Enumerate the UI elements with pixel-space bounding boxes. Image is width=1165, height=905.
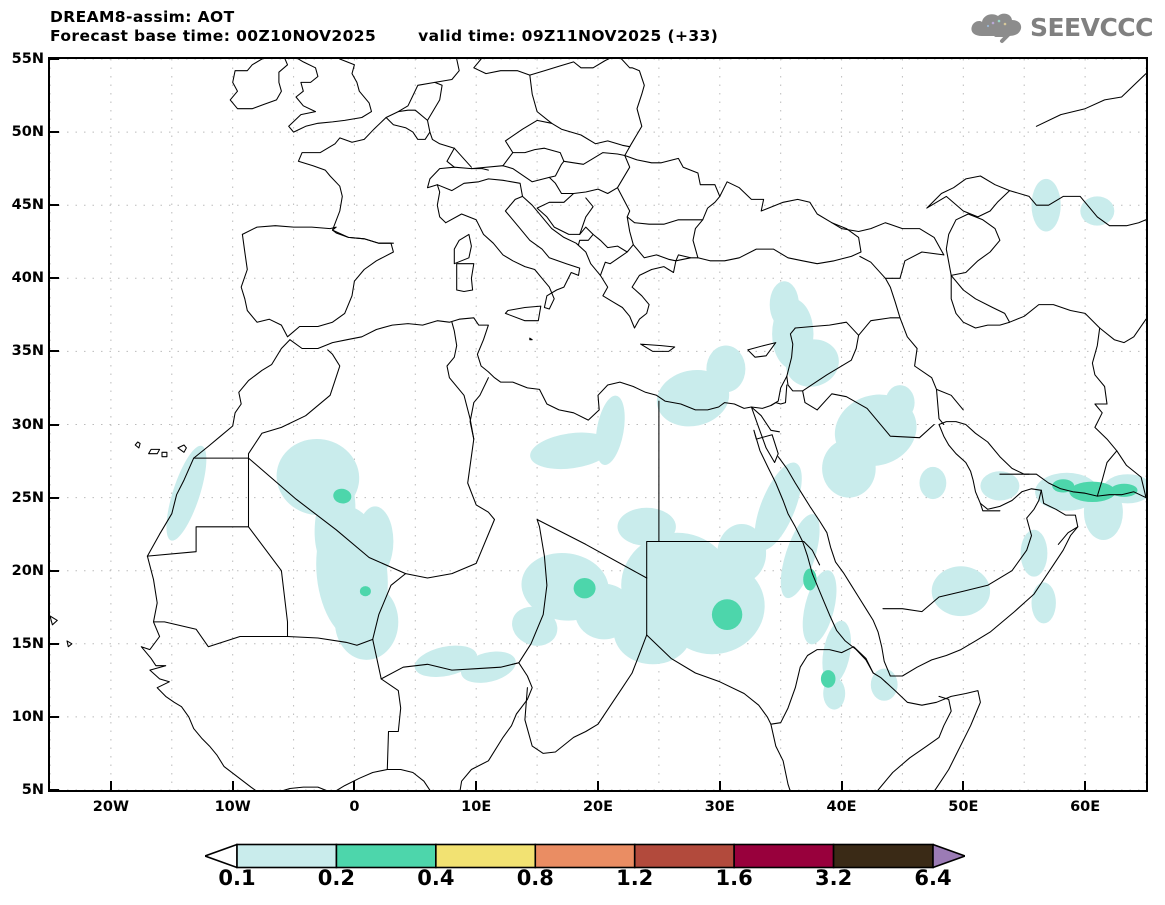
x-axis-label: 10W xyxy=(214,799,251,815)
y-axis-label: 40N xyxy=(11,270,44,287)
geography-layer xyxy=(50,59,1146,790)
x-tick xyxy=(353,781,356,790)
y-axis-label: 5N xyxy=(21,782,44,798)
x-tick xyxy=(475,781,478,790)
model-title: DREAM8-assim: AOT xyxy=(50,8,235,26)
y-axis-label: 30N xyxy=(11,416,44,433)
y-tick xyxy=(50,642,59,645)
chart-header: DREAM8-assim: AOT Forecast base time: 00… xyxy=(50,8,950,46)
y-tick xyxy=(50,58,59,60)
y-tick xyxy=(50,131,59,134)
valid-time-label: valid time: 09Z11NOV2025 (+33) xyxy=(418,27,719,45)
y-axis-label: 10N xyxy=(11,708,44,725)
y-axis-label: 55N xyxy=(11,51,44,67)
time-title-row: Forecast base time: 00Z10NOV2025 valid t… xyxy=(50,27,950,46)
colorbar-label: 0.1 xyxy=(218,866,256,890)
x-axis-label: 20W xyxy=(92,799,129,815)
x-axis-label: 10E xyxy=(461,799,492,815)
colorbar-label: 1.2 xyxy=(616,866,654,890)
x-tick xyxy=(962,781,965,790)
y-axis-label: 50N xyxy=(11,124,44,141)
x-tick xyxy=(231,781,234,790)
x-tick xyxy=(718,781,721,790)
logo-text: SEEVCCC xyxy=(1029,12,1154,42)
aot-contour-layer xyxy=(166,178,1146,710)
x-axis-label: 40E xyxy=(826,799,857,815)
x-axis-label: 60E xyxy=(1070,799,1101,815)
colorbar-swatches xyxy=(205,843,965,869)
x-tick xyxy=(109,781,112,790)
colorbar-label: 0.8 xyxy=(516,866,554,890)
colorbar-tick-labels: 0.1 0.2 0.4 0.8 1.2 1.6 3.2 6.4 xyxy=(205,866,965,896)
map-plot-area xyxy=(48,57,1148,792)
x-tick xyxy=(1084,781,1087,790)
colorbar-label: 6.4 xyxy=(914,866,952,890)
x-tick xyxy=(840,781,843,790)
y-tick xyxy=(50,423,59,426)
y-axis-label: 25N xyxy=(11,489,44,506)
map-canvas xyxy=(50,59,1146,790)
y-tick xyxy=(50,204,59,207)
y-tick xyxy=(50,789,59,791)
y-axis-label: 35N xyxy=(11,343,44,360)
colorbar-label: 3.2 xyxy=(814,866,853,890)
y-tick xyxy=(50,715,59,718)
seevccc-logo: SEEVCCC xyxy=(968,10,1154,44)
y-axis-label: 45N xyxy=(11,197,44,214)
cloud-icon xyxy=(971,13,1022,43)
x-tick xyxy=(597,781,599,790)
y-tick xyxy=(50,496,59,499)
y-tick xyxy=(50,350,59,353)
colorbar-label: 0.4 xyxy=(417,866,455,890)
y-tick xyxy=(50,569,59,572)
x-axis-label: 20E xyxy=(582,799,614,815)
y-tick xyxy=(50,277,59,280)
y-axis-label: 15N xyxy=(11,635,44,652)
colorbar-label: 1.6 xyxy=(715,866,753,890)
x-axis-label: 0 xyxy=(349,799,360,815)
colorbar xyxy=(205,843,965,869)
x-axis-label: 50E xyxy=(948,799,979,815)
colorbar-label: 0.2 xyxy=(317,866,355,890)
base-time-label: Forecast base time: 00Z10NOV2025 xyxy=(50,27,377,45)
y-axis-label: 20N xyxy=(11,562,44,579)
x-axis-label: 30E xyxy=(704,799,735,815)
